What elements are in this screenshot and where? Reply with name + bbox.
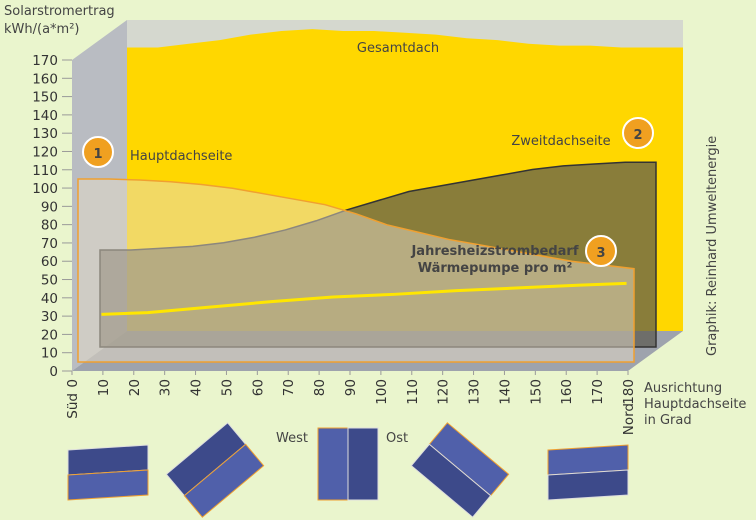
y-tick-label: 30: [41, 309, 58, 325]
series-label: Zweitdachseite: [511, 134, 610, 149]
badge: [622, 117, 654, 149]
x-tick-label: 20: [127, 379, 143, 396]
roof-icons: [67, 422, 629, 518]
x-tick-label: 60: [250, 379, 266, 396]
x-tick-label: 150: [528, 379, 544, 405]
x-end-label: Nord: [621, 403, 637, 435]
y-tick-label: 50: [41, 273, 58, 289]
badge: [82, 136, 114, 168]
credit: Graphik: Reinhard Umweltenergie: [705, 136, 720, 356]
x-tick-label: 160: [559, 379, 575, 405]
east-label: Ost: [386, 431, 408, 446]
y-tick-label: 80: [41, 218, 58, 234]
line-label: Wärmepumpe pro m²: [418, 261, 573, 276]
x-tick-label: 40: [189, 379, 205, 396]
y-tick-label: 0: [49, 364, 58, 380]
y-tick-label: 160: [32, 71, 58, 87]
y-tick-label: 100: [32, 181, 58, 197]
x-tick-label: 140: [497, 379, 513, 405]
y-tick-label: 10: [41, 346, 58, 362]
y-tick-label: 20: [41, 327, 58, 343]
series-label: Hauptdachseite: [130, 149, 232, 164]
line-label: Jahresheizstrombedarf: [410, 244, 578, 259]
x-tick-label: 80: [312, 379, 328, 396]
x-axis-title: Hauptdachseite: [644, 397, 746, 412]
x-tick-label: 30: [158, 379, 174, 396]
x-tick-label: 110: [405, 379, 421, 405]
area-2: [77, 178, 635, 363]
x-tick-label: 180: [621, 379, 637, 405]
heat-pump-line: [101, 281, 627, 316]
x-tick-label: 70: [281, 379, 297, 396]
y-tick-label: 40: [41, 291, 58, 307]
badge-number: 1: [93, 147, 102, 162]
y-tick-label: 70: [41, 236, 58, 252]
badge-number: 3: [596, 246, 605, 261]
x-tick-label: 50: [219, 379, 235, 396]
x-axis-title: in Grad: [644, 413, 692, 428]
x-axis-title: Ausrichtung: [644, 381, 722, 396]
y-tick-label: 120: [32, 144, 58, 160]
y-tick-label: 90: [41, 199, 58, 215]
y-axis-title: Solarstromertrag: [4, 4, 115, 19]
badge-number: 2: [633, 128, 642, 143]
x-tick-label: 130: [467, 379, 483, 405]
x-start-label: Süd: [65, 393, 81, 419]
x-tick-label: 0: [65, 379, 81, 388]
series-label: Gesamtdach: [357, 41, 439, 56]
x-tick-label: 10: [96, 379, 112, 396]
x-tick-label: 170: [590, 379, 606, 405]
y-tick-label: 170: [32, 53, 58, 69]
x-tick-label: 120: [436, 379, 452, 405]
y-tick-label: 150: [32, 90, 58, 106]
badge: [585, 235, 617, 267]
y-tick-label: 110: [32, 163, 58, 179]
y-tick-label: 140: [32, 108, 58, 124]
y-axis-title: kWh/(a*m²): [4, 22, 80, 37]
west-label: West: [276, 431, 308, 446]
y-tick-label: 130: [32, 126, 58, 142]
x-tick-label: 90: [343, 379, 359, 396]
x-tick-label: 100: [374, 379, 390, 405]
y-tick-label: 60: [41, 254, 58, 270]
